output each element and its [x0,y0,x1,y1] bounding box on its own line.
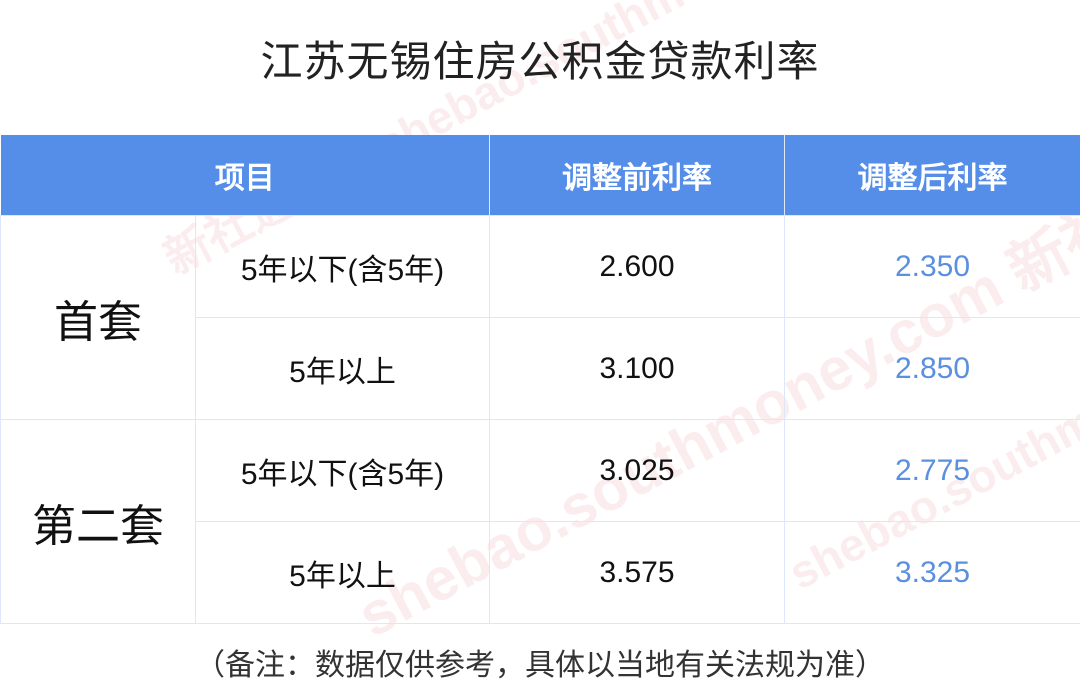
table-row: 5年以上 3.100 2.850 [1,317,1080,420]
header-after: 调整后利率 [784,135,1080,216]
term-cell: 5年以下(含5年) [195,215,490,318]
table-row: 首套 5年以下(含5年) 2.600 2.350 [0,215,1080,420]
before-rate: 3.575 [489,521,785,624]
term-cell: 5年以下(含5年) [195,419,490,522]
table-header: 项目 调整前利率 调整后利率 [0,135,1080,216]
header-before: 调整前利率 [489,135,785,216]
after-rate: 3.325 [784,521,1080,624]
term-cell: 5年以上 [195,521,490,624]
before-rate: 3.100 [489,317,785,420]
header-item: 项目 [0,135,490,216]
footnote: （备注：数据仅供参考，具体以当地有关法规为准） [195,649,885,682]
before-rate: 3.025 [489,419,785,522]
after-rate: 2.350 [784,215,1080,318]
table-row: 第二套 5年以下(含5年) 3.025 2.775 [0,419,1080,624]
after-rate: 2.850 [784,317,1080,420]
page-title: 江苏无锡住房公积金贷款利率 [260,38,820,85]
group-label: 首套 [0,215,196,420]
after-rate: 2.775 [784,419,1080,522]
before-rate: 2.600 [489,215,785,318]
term-cell: 5年以上 [195,317,490,420]
table-row: 5年以上 3.575 3.325 [1,521,1080,624]
rate-table: 项目 调整前利率 调整后利率 首套 5年以下(含5年) 2.600 2.350 … [0,135,1080,624]
group-label: 第二套 [0,419,196,624]
